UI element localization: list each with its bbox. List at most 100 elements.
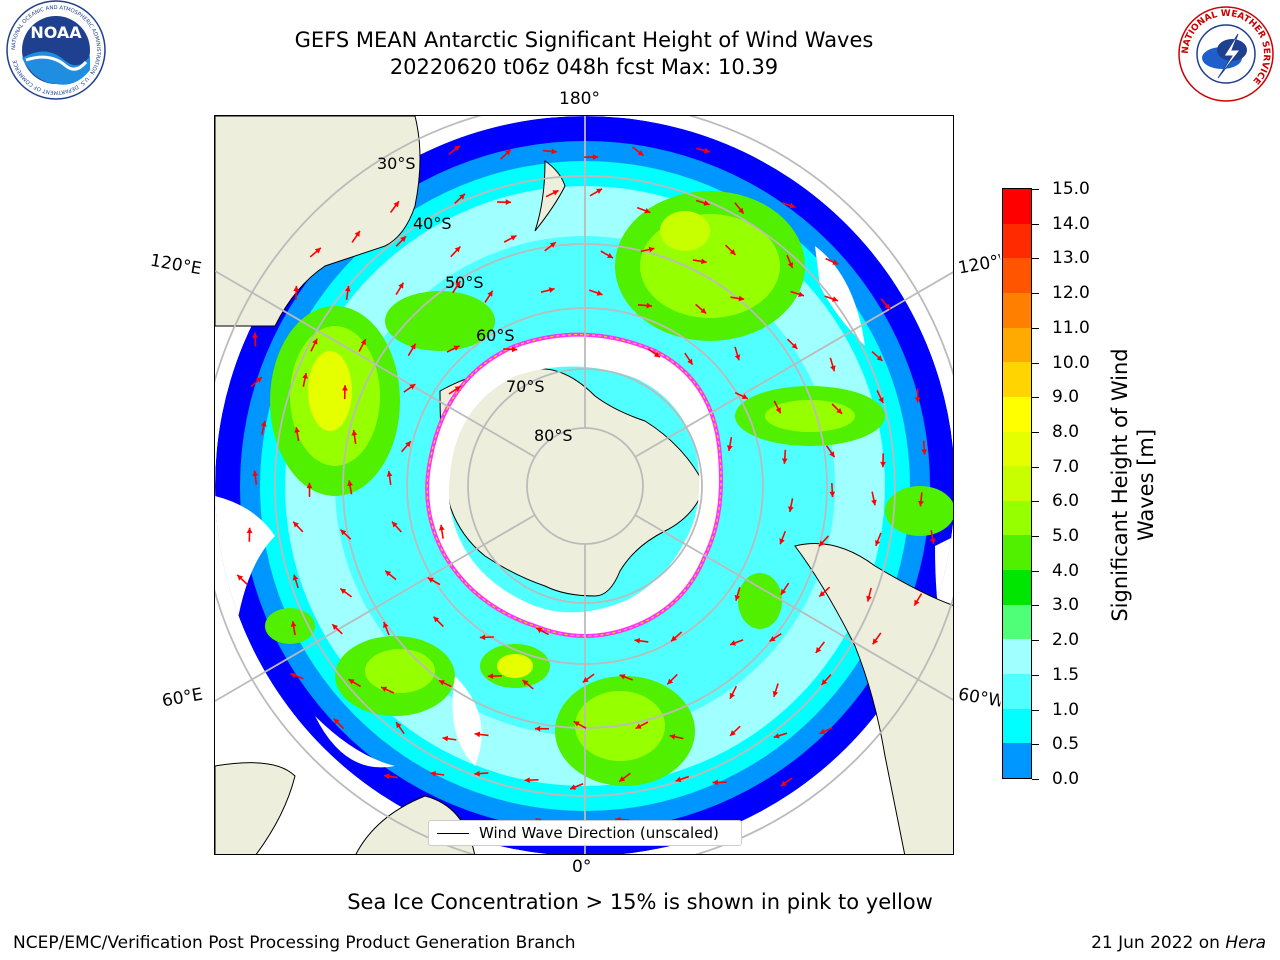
wave-direction-arrowhead [333, 718, 340, 725]
wave-direction-arrowhead [459, 193, 465, 200]
wave-direction-arrowhead [342, 385, 348, 391]
wave-direction-arrowhead [701, 258, 707, 265]
wave-direction-arrowhead [780, 780, 787, 787]
colorbar-segment [1003, 674, 1031, 710]
wave-direction-arrowhead [769, 636, 776, 642]
legend-label: Wind Wave Direction (unscaled) [479, 824, 719, 842]
wave-direction-arrowhead [876, 355, 883, 361]
colorbar-tick [1032, 327, 1039, 329]
colorbar-segment [1003, 223, 1031, 259]
colorbar [1002, 188, 1032, 779]
wave-direction-arrowhead [396, 722, 402, 729]
wave-direction-arrowhead [884, 303, 891, 310]
wave-direction-arrowhead [773, 733, 780, 739]
sea-ice-edge-inner [426, 334, 722, 637]
colorbar-tick [1032, 779, 1039, 780]
colorbar-segment [1003, 500, 1031, 536]
wave-direction-arrowhead [360, 339, 366, 346]
wave-direction-arrowhead [798, 291, 805, 297]
colorbar-tick-label: 13.0 [1052, 248, 1090, 269]
colorbar-tick [1032, 605, 1039, 607]
wave-direction-arrowhead [505, 199, 512, 206]
wave-direction-arrowhead [596, 188, 603, 194]
lat-label-60s: 60°S [476, 326, 515, 345]
colorbar-tick [1032, 501, 1039, 503]
wave-direction-arrowhead [292, 574, 299, 581]
wave-direction-arrowhead [779, 538, 785, 545]
wave-direction-arrowhead [880, 461, 886, 468]
wave-direction-arrowhead [700, 307, 707, 314]
sea-ice-caption: Sea Ice Concentration > 15% is shown in … [347, 890, 933, 914]
wave-direction-arrowhead [383, 622, 389, 628]
wave-direction-arrowhead [312, 338, 318, 345]
colorbar-tick-label: 11.0 [1052, 317, 1090, 338]
noaa-logo-text: NOAA [30, 23, 82, 42]
wave-direction-arrowhead [730, 730, 736, 736]
wave-direction-arrowhead [818, 540, 825, 547]
colorbar-tick-label: 9.0 [1052, 387, 1080, 408]
footer-date: 21 Jun 2022 on Hera [1091, 933, 1266, 953]
wave-direction-arrowhead [314, 247, 321, 254]
wave-direction-arrowhead [878, 397, 884, 404]
colorbar-tick-label: 5.0 [1052, 526, 1080, 547]
colorbar-segment [1003, 431, 1031, 467]
wave-direction-arrowhead [781, 458, 788, 464]
wave-direction-arrowhead [772, 690, 779, 697]
wave-direction-arrowhead [504, 149, 511, 156]
legend-line-sample [437, 833, 469, 834]
wave-direction-arrowhead [344, 285, 351, 292]
colorbar-tick-label: 0.5 [1052, 734, 1080, 755]
colorbar-tick-label: 3.0 [1052, 595, 1080, 616]
colorbar-segment [1003, 604, 1031, 640]
colorbar-tick [1032, 397, 1039, 399]
wave-direction-arrowhead [675, 776, 682, 783]
wave-direction-arrowhead [453, 345, 460, 351]
wave-direction-arrowhead [454, 145, 460, 152]
colorbar-tick [1032, 258, 1039, 260]
wave-direction-arrowhead [741, 393, 748, 399]
colorbar-tick [1032, 744, 1039, 746]
wave-direction-arrowhead [479, 634, 486, 641]
wave-direction-arrowhead [381, 686, 388, 692]
wave-direction-arrowhead [474, 731, 481, 738]
wave-direction-arrowhead [433, 616, 440, 623]
lon-label-0: 0° [572, 857, 592, 877]
land-masses [215, 116, 953, 854]
colorbar-segment [1003, 743, 1031, 779]
footer-credit: NCEP/EMC/Verification Post Processing Pr… [13, 933, 576, 953]
colorbar-tick-label: 12.0 [1052, 283, 1090, 304]
wave-direction-arrowhead [400, 236, 406, 243]
wave-direction-arrowhead [293, 285, 300, 292]
wave-direction-arrowhead [427, 577, 434, 583]
wave-direction-arrowhead [474, 770, 480, 777]
meridian-120e [215, 270, 536, 458]
map-panel: 30°S 40°S 50°S 60°S 70°S 80°S Wind Wave … [214, 115, 954, 855]
wave-direction-arrowhead [592, 154, 599, 160]
wave-direction-arrowhead [712, 779, 718, 786]
wave-direction-arrowhead [522, 679, 529, 686]
wave-direction-arrowhead [487, 673, 494, 679]
wave-direction-arrowhead [430, 770, 436, 777]
map-legend: Wind Wave Direction (unscaled) [428, 820, 742, 846]
wave-direction-arrowhead [730, 640, 736, 646]
colorbar-segment [1003, 535, 1031, 571]
colorbar-tick [1032, 189, 1039, 190]
wave-direction-arrowhead [648, 246, 655, 253]
wave-direction-arrowhead [832, 259, 839, 265]
wave-direction-arrowhead [872, 638, 879, 645]
wave-direction-arrowhead [332, 624, 339, 630]
wave-direction-arrowhead [787, 262, 794, 269]
wave-direction-arrowhead [704, 147, 710, 154]
wave-direction-arrowhead [386, 470, 393, 477]
colorbar-tick-label: 7.0 [1052, 456, 1080, 477]
wave-direction-arrowhead [348, 679, 355, 685]
colorbar-tick [1032, 466, 1039, 468]
colorbar-tick-label: 15.0 [1052, 179, 1090, 199]
wave-direction-arrowhead [635, 723, 642, 729]
wave-direction-arrowhead [290, 621, 297, 627]
nws-logo: NATIONAL WEATHER SERVICE [1178, 6, 1274, 102]
colorbar-segment [1003, 396, 1031, 433]
colorbar-tick-label: 14.0 [1052, 213, 1090, 234]
australia-landmass [215, 116, 421, 327]
colorbar-tick-label: 0.0 [1052, 769, 1080, 789]
